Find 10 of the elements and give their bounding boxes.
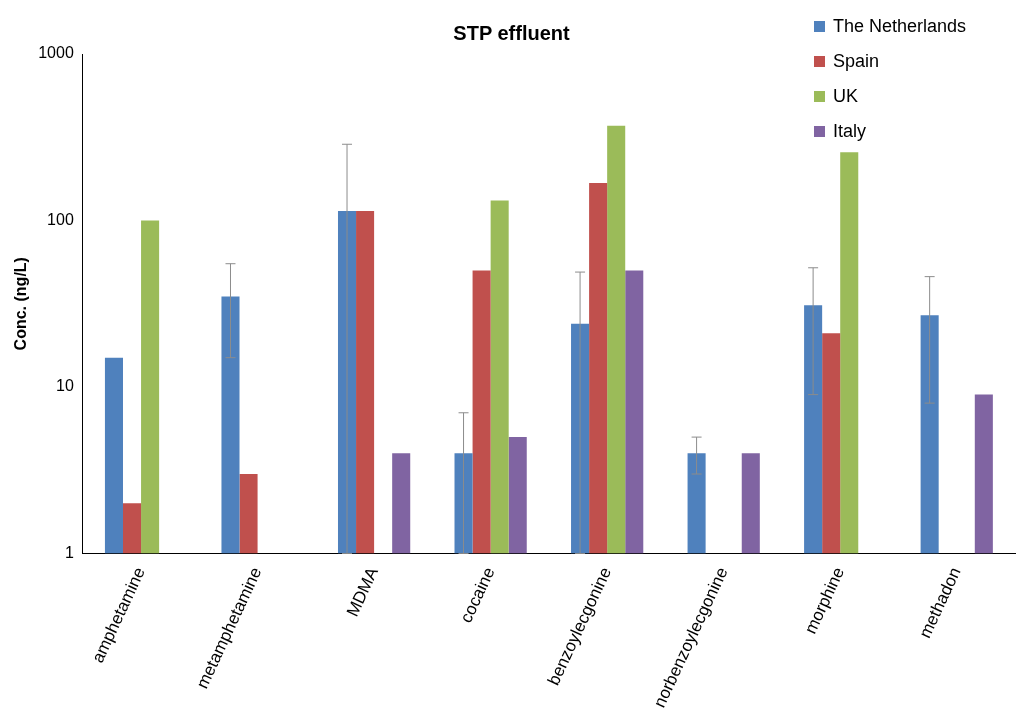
y-tick-label: 10 [56,377,74,395]
legend-label: UK [833,86,859,107]
y-tick-label: 1 [64,543,74,561]
y-tick-label: 100 [47,210,74,228]
legend-label: Spain [833,51,880,72]
y-axis-title: Conc. (ng/L) [12,257,30,351]
y-tick-label: 1000 [38,44,74,62]
legend-label: Italy [833,121,867,142]
legend-label: The Netherlands [833,16,967,37]
chart-title: STP effluent [453,21,570,44]
